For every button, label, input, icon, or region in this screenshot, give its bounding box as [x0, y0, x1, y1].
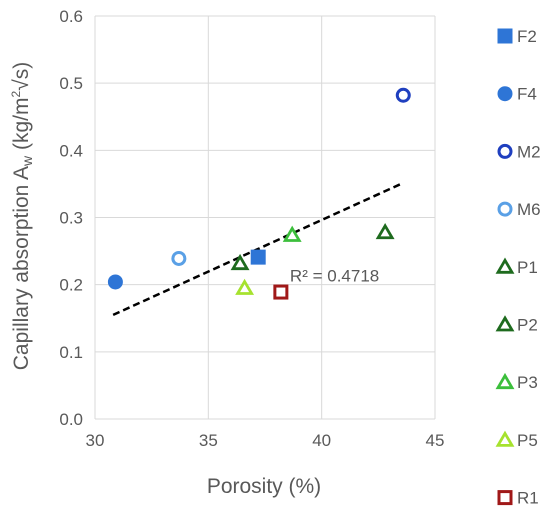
- legend-label-m6: M6: [517, 200, 541, 219]
- y-axis-title-main: Capillary absorption A: [10, 166, 33, 370]
- data-point-p5-0: [235, 278, 255, 295]
- x-tick-label-1: 35: [199, 431, 218, 450]
- x-tick-labels: 30 35 40 45: [86, 431, 445, 450]
- y-tick-label-5: 0.5: [59, 74, 83, 93]
- y-tick-label-3: 0.3: [59, 209, 83, 228]
- y-axis-title-superscript: 2: [9, 90, 23, 97]
- legend-label-p1: P1: [517, 258, 538, 277]
- y-tick-label-4: 0.4: [59, 141, 83, 160]
- y-axis-title: Capillary absorption Aw (kg/m2√s): [9, 62, 35, 370]
- r-squared-annotation: R² = 0.4718: [290, 266, 379, 285]
- y-tick-labels: 0.0 0.1 0.2 0.3 0.4 0.5 0.6: [59, 7, 83, 429]
- x-tick-label-3: 45: [426, 431, 445, 450]
- x-tick-label-0: 30: [86, 431, 105, 450]
- x-axis-title: Porosity (%): [207, 475, 321, 498]
- legend-marker-p2: [495, 315, 515, 332]
- y-tick-label-0: 0.0: [59, 410, 83, 429]
- legend-marker-m2: [497, 143, 513, 159]
- data-points: [107, 87, 411, 300]
- y-tick-label-6: 0.6: [59, 7, 83, 26]
- y-tick-label-1: 0.1: [59, 343, 83, 362]
- y-axis-title-unit: (kg/m: [10, 97, 33, 155]
- legend-marker-p1: [495, 257, 515, 274]
- legend-label-m2: M2: [517, 142, 541, 161]
- data-point-p3-0: [282, 225, 302, 242]
- legend-marker-m6: [497, 201, 513, 217]
- data-point-m2-0: [395, 87, 411, 103]
- data-point-f2-0: [250, 249, 266, 265]
- legend-marker-f4: [497, 86, 513, 102]
- legend-label-p3: P3: [517, 373, 538, 392]
- data-point-p2-0: [375, 222, 395, 240]
- trendline: [112, 182, 402, 317]
- legend-marker-p5: [495, 430, 515, 447]
- legend-marker-p3: [495, 372, 515, 390]
- gridlines: [94, 15, 436, 420]
- data-point-f4-0: [107, 274, 123, 290]
- data-point-p1-0: [230, 253, 250, 271]
- legend-label-p5: P5: [517, 431, 538, 450]
- legend-marker-f2: [497, 28, 513, 44]
- legend-label-r1: R1: [517, 489, 539, 508]
- y-tick-label-2: 0.2: [59, 276, 83, 295]
- legend-label-f2: F2: [517, 27, 537, 46]
- trendline-path: [112, 182, 402, 317]
- legend-marker-r1: [497, 490, 513, 506]
- legend: F2 F4 M2 M6 P1 P2 P3 P5 R1: [495, 27, 541, 508]
- data-point-r1-0: [273, 284, 289, 300]
- y-axis-title-subscript: w: [19, 155, 35, 167]
- data-point-m6-0: [171, 250, 187, 266]
- y-axis-title-unit-end: √s): [10, 62, 33, 91]
- legend-label-f4: F4: [517, 85, 537, 104]
- legend-label-p2: P2: [517, 316, 538, 335]
- x-tick-label-2: 40: [312, 431, 331, 450]
